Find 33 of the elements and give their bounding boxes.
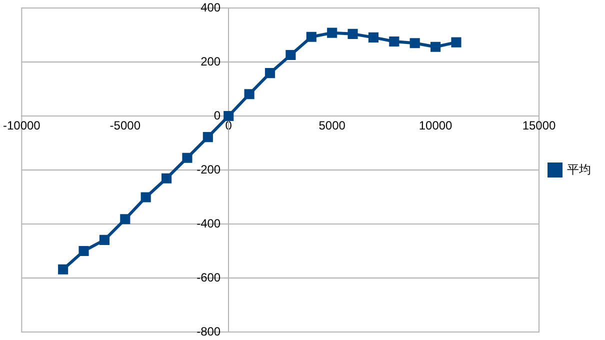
legend-label: 平均 bbox=[567, 162, 591, 176]
x-tick-label: 10000 bbox=[418, 118, 453, 133]
point bbox=[202, 132, 213, 142]
point bbox=[368, 32, 378, 42]
point bbox=[306, 32, 316, 42]
point bbox=[264, 68, 276, 78]
point bbox=[161, 173, 172, 184]
x-tick-label: 15000 bbox=[522, 118, 556, 133]
point bbox=[430, 42, 441, 52]
point bbox=[58, 264, 68, 274]
point bbox=[244, 89, 254, 100]
y-tick-label: 400 bbox=[200, 0, 221, 14]
y-tick-label: -600 bbox=[196, 270, 221, 284]
y-tick-label: 0 bbox=[214, 108, 221, 122]
y-tick-label: -800 bbox=[196, 324, 221, 338]
point bbox=[182, 152, 192, 163]
point bbox=[140, 192, 151, 202]
point bbox=[78, 246, 89, 256]
point bbox=[224, 110, 234, 122]
y-tick-label: 200 bbox=[200, 54, 221, 68]
point bbox=[451, 37, 462, 48]
point bbox=[99, 234, 110, 245]
point bbox=[348, 28, 358, 39]
point bbox=[389, 36, 400, 47]
point bbox=[120, 214, 130, 224]
x-tick-label: -5000 bbox=[110, 118, 141, 133]
y-tick-label: -400 bbox=[196, 216, 221, 230]
x-tick-label: 5000 bbox=[318, 118, 346, 133]
x-tick-label: -10000 bbox=[2, 118, 41, 133]
point bbox=[327, 28, 338, 38]
point bbox=[286, 50, 296, 60]
point bbox=[410, 38, 420, 48]
y-tick-label: -200 bbox=[196, 162, 221, 176]
